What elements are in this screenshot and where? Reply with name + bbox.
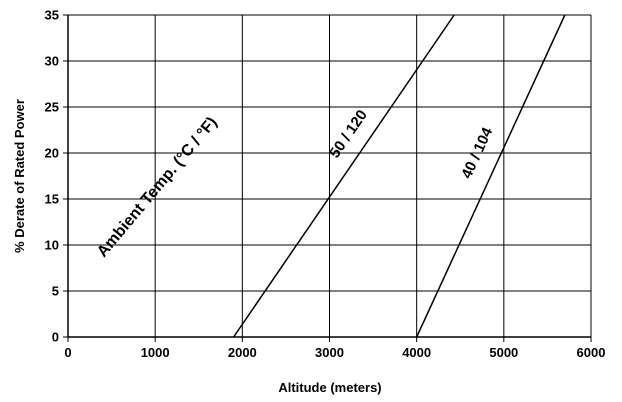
x-tick-label-4000: 4000 xyxy=(402,345,431,360)
series-labels: 50 / 120 40 / 104 xyxy=(326,107,496,181)
y-tick-label-0: 0 xyxy=(52,330,59,345)
y-tick-label-15: 15 xyxy=(45,192,59,207)
series-line-1 xyxy=(232,14,455,338)
ambient-temp-annotation: Ambient Temp. (°C / °F) xyxy=(94,114,221,260)
x-tick-label-2000: 2000 xyxy=(228,345,257,360)
y-tick-label-20: 20 xyxy=(45,146,59,161)
y-axis-title: % Derate of Rated Power xyxy=(12,99,27,253)
series-lines xyxy=(232,14,566,338)
x-tick-label-0: 0 xyxy=(64,345,71,360)
y-tick-label-10: 10 xyxy=(45,238,59,253)
y-tick-label-25: 25 xyxy=(45,100,59,115)
x-tick-label-1000: 1000 xyxy=(141,345,170,360)
grid xyxy=(63,14,592,342)
y-tick-label-30: 30 xyxy=(45,54,59,69)
series-line-2 xyxy=(415,14,566,338)
tick-labels: 0 1000 2000 3000 4000 5000 6000 0 5 10 15 20 25 30 35 xyxy=(45,8,606,361)
x-tick-label-5000: 5000 xyxy=(489,345,518,360)
x-tick-label-3000: 3000 xyxy=(315,345,344,360)
y-tick-label-5: 5 xyxy=(52,284,59,299)
x-axis-title: Altitude (meters) xyxy=(278,380,381,395)
x-tick-label-6000: 6000 xyxy=(577,345,606,360)
y-tick-label-35: 35 xyxy=(45,8,59,23)
